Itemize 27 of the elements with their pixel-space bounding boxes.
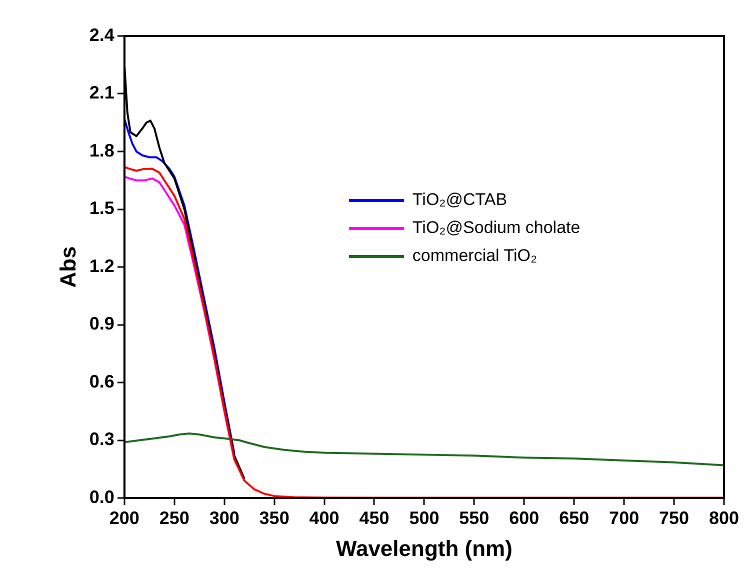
- x-tick-label: 550: [459, 508, 490, 528]
- x-tick-label: 800: [708, 508, 740, 528]
- legend-label: TiO₂@CTAB: [412, 190, 508, 210]
- y-tick-label: 0.3: [89, 429, 114, 450]
- x-tick-label: 750: [659, 508, 690, 528]
- y-tick-label: 2.1: [89, 82, 114, 103]
- y-axis-title: Abs: [55, 246, 80, 288]
- x-tick-label: 700: [609, 508, 640, 528]
- x-tick-label: 650: [559, 508, 590, 528]
- x-tick-label: 300: [209, 508, 240, 528]
- y-tick-label: 1.5: [89, 198, 114, 218]
- y-tick-label: 0.9: [89, 314, 114, 334]
- x-tick-label: 500: [409, 508, 440, 528]
- legend-label: commercial TiO₂: [412, 246, 538, 266]
- x-tick-label: 200: [109, 508, 140, 528]
- x-tick-label: 450: [359, 508, 390, 528]
- y-tick-label: 1.8: [89, 140, 114, 160]
- x-tick-label: 400: [309, 508, 340, 528]
- x-tick-label: 600: [509, 508, 540, 528]
- y-tick-label: 1.2: [89, 256, 114, 276]
- x-tick-label: 350: [259, 508, 290, 528]
- x-axis-title: Wavelength (nm): [336, 536, 512, 561]
- y-tick-label: 2.4: [89, 24, 114, 45]
- y-tick-label: 0.6: [89, 371, 114, 392]
- y-tick-label: 0.0: [89, 486, 114, 507]
- legend-label: TiO₂@Sodium cholate: [412, 218, 580, 238]
- x-tick-label: 250: [159, 508, 190, 528]
